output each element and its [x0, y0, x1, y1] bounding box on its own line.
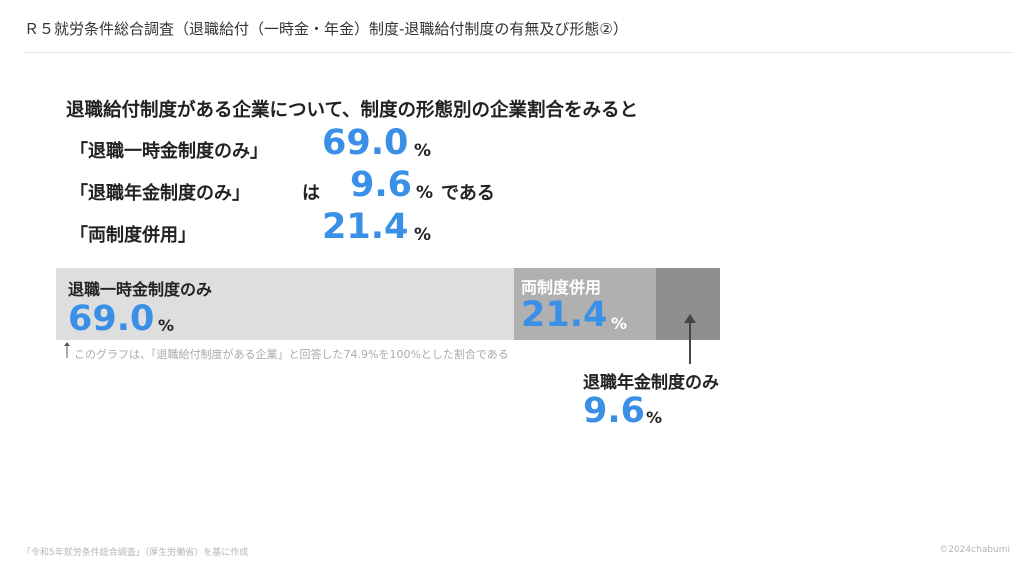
header-divider [24, 52, 1012, 53]
stacked-bar-chart: 退職一時金制度のみ 69.0 % 両制度併用 21.4 % [56, 268, 720, 340]
summary-value-both: 21.4 [322, 207, 409, 247]
summary-unit-lump: % [414, 141, 432, 161]
source-note: 「令和5年就労条件総合調査」（厚生労働省）を基に作成 [22, 548, 249, 558]
page-title: Ｒ５就労条件総合調査（退職給付（一時金・年金）制度-退職給付制度の有無及び形態②… [24, 20, 628, 38]
bar-value-lump: 69.0 [68, 299, 155, 339]
bar-label-lump: 退職一時金制度のみ [68, 280, 213, 299]
copyright: ©2024chabumi [939, 545, 1010, 555]
summary-ending: である [441, 183, 495, 204]
summary-label-both: 「両制度併用」 [70, 225, 196, 246]
summary-unit-pension: % [416, 183, 434, 203]
bar-unit-both: % [611, 314, 628, 333]
summary-particle: は [302, 183, 320, 204]
summary-label-pension: 「退職年金制度のみ」 [70, 183, 250, 204]
bar-value-both: 21.4 [521, 295, 608, 335]
summary-unit-both: % [414, 225, 432, 245]
callout-arrow-icon [684, 314, 696, 323]
summary-lead: 退職給付制度がある企業について、制度の形態別の企業割合をみると [66, 100, 639, 121]
callout-value-pension: 9.6 [583, 391, 646, 431]
bar-segment-both [514, 268, 656, 340]
callout-unit-pension: % [646, 408, 663, 427]
bar-segment-pension [656, 268, 720, 340]
bar-label-both: 両制度併用 [521, 278, 602, 297]
callout-label-pension: 退職年金制度のみ [583, 373, 719, 393]
bar-segment-lump [56, 268, 514, 340]
summary-value-lump: 69.0 [322, 123, 409, 163]
summary-value-pension: 9.6 [350, 165, 413, 205]
bar-unit-lump: % [158, 316, 175, 335]
summary-label-lump: 「退職一時金制度のみ」 [70, 141, 268, 162]
note-arrow-icon [64, 342, 70, 358]
chart-note: このグラフは、「退職給付制度がある企業」と回答した74.9%を100%とした割合… [74, 348, 509, 361]
callout-line [689, 320, 691, 364]
